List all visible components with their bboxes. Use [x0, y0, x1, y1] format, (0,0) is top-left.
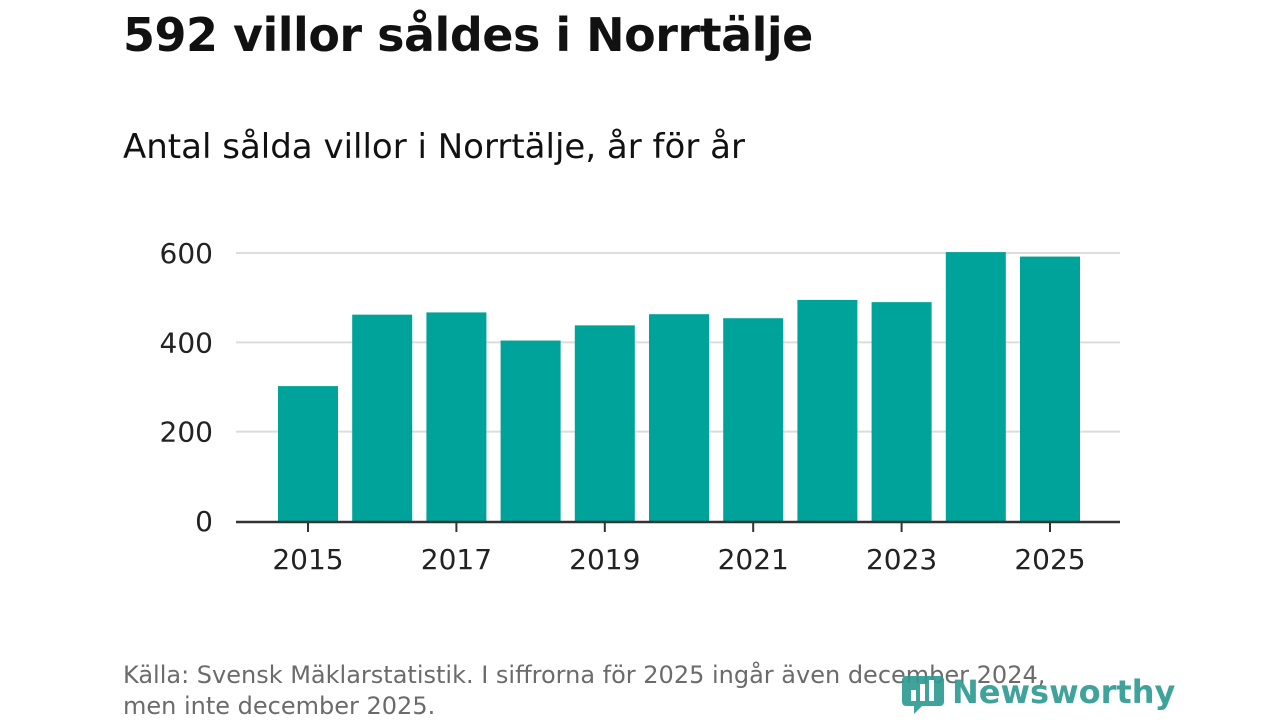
axes — [236, 520, 1120, 532]
bar-2017 — [426, 312, 487, 521]
x-tick-label-2025: 2025 — [1014, 543, 1085, 576]
bar-2018 — [500, 340, 561, 521]
y-tick-label-600: 600 — [160, 237, 213, 270]
y-tick-label-0: 0 — [195, 505, 213, 538]
x-tick-label-2017: 2017 — [421, 543, 492, 576]
x-tick-label-2023: 2023 — [866, 543, 937, 576]
source-line-2: men inte december 2025. — [123, 692, 436, 720]
x-tick-label-2019: 2019 — [569, 543, 640, 576]
bars — [278, 252, 1080, 521]
bar-2024 — [945, 252, 1006, 521]
chart-title: 592 villor såldes i Norrtälje — [123, 8, 813, 62]
bar-2020 — [649, 314, 709, 521]
source-line-1: Källa: Svensk Mäklarstatistik. I siffror… — [123, 661, 1046, 689]
bar-2021 — [723, 318, 784, 521]
bar-2025 — [1020, 256, 1080, 521]
newsworthy-logo-icon — [902, 676, 944, 714]
y-tick-label-400: 400 — [160, 326, 213, 359]
x-tick-label-2021: 2021 — [718, 543, 789, 576]
x-tick-label-2015: 2015 — [272, 543, 343, 576]
source-note: Källa: Svensk Mäklarstatistik. I siffror… — [123, 660, 1045, 722]
bar-2023 — [871, 302, 932, 521]
bar-2016 — [352, 314, 413, 521]
y-tick-label-200: 200 — [160, 416, 213, 449]
bar-2015 — [278, 386, 338, 521]
newsworthy-logo-text: Newsworthy — [952, 673, 1176, 711]
tick-labels: 0 200 400 600 2015 2017 2019 2021 2023 2025 — [160, 237, 1086, 576]
bar-2022 — [797, 299, 858, 521]
bar-2019 — [574, 325, 635, 521]
chart-subtitle: Antal sålda villor i Norrtälje, år för å… — [123, 127, 745, 167]
newsworthy-logo: Newsworthy — [902, 670, 1175, 714]
